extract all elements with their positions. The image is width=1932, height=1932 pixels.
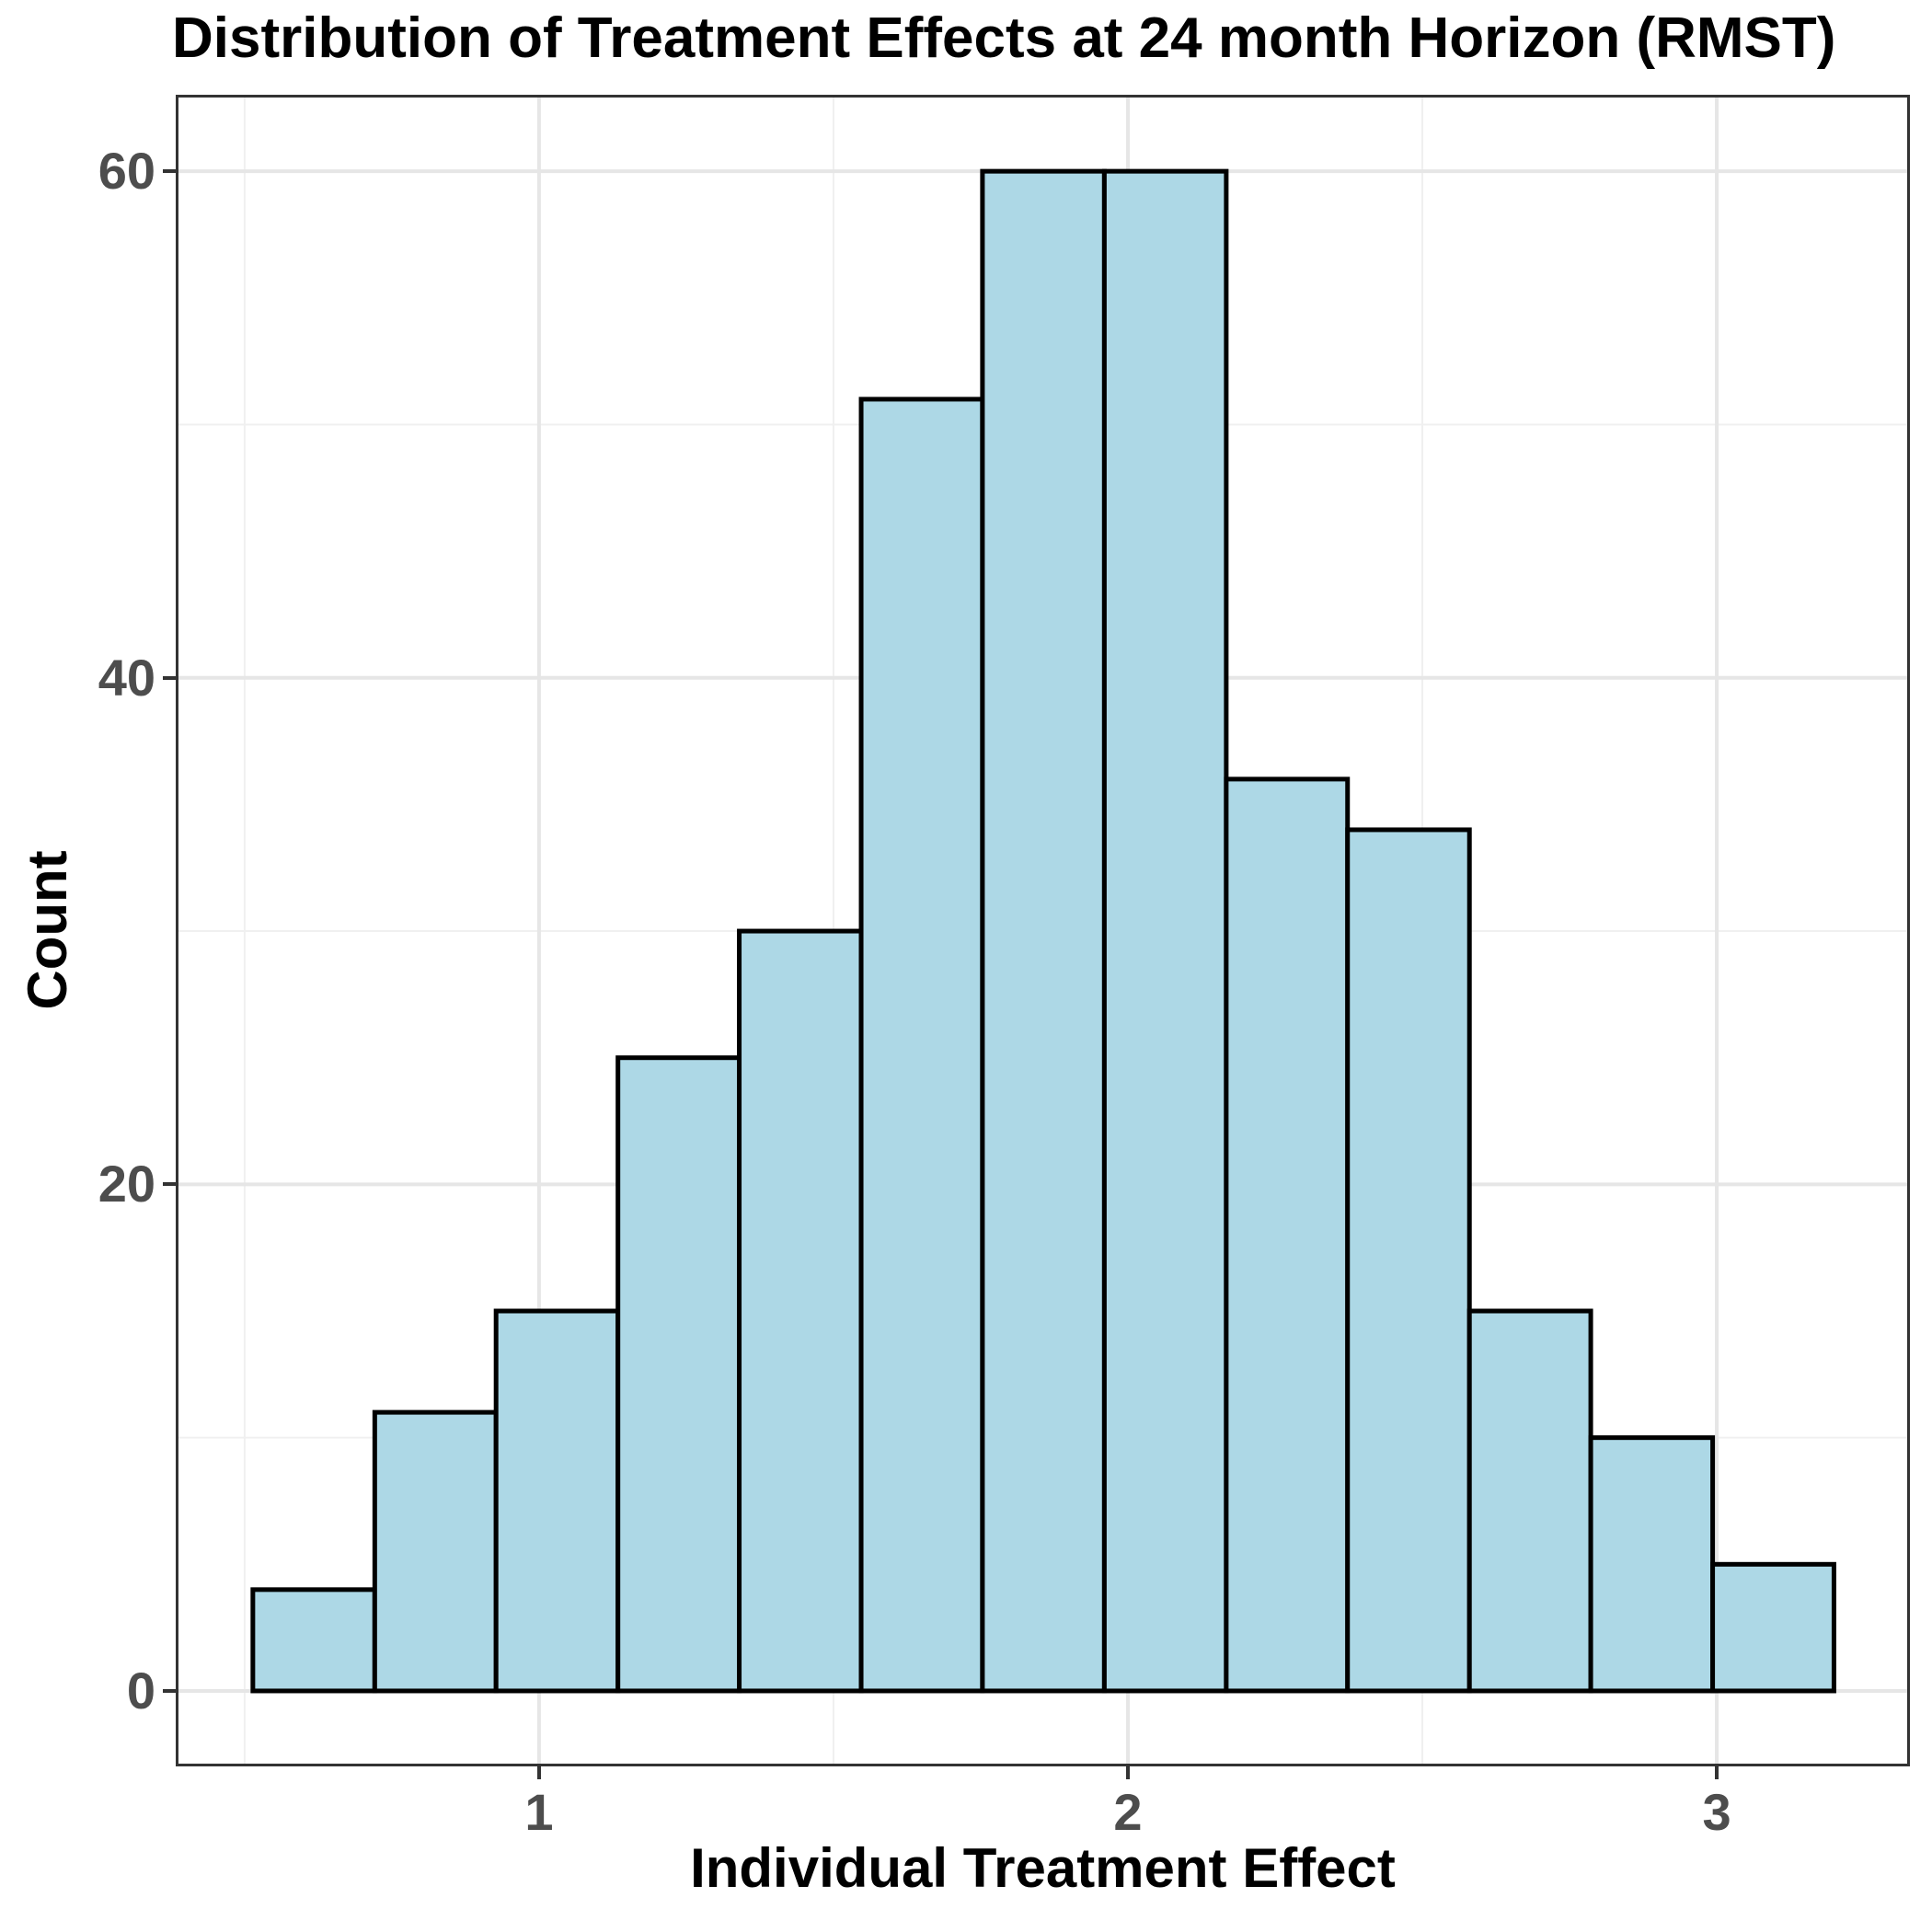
histogram-bar — [1588, 1435, 1716, 1694]
histogram-bar — [1224, 776, 1351, 1694]
y-axis-title: Count — [17, 850, 78, 1010]
histogram-bar — [615, 1055, 742, 1694]
panel-border — [176, 95, 1910, 1766]
x-axis-tick — [536, 1766, 541, 1779]
y-axis-tick — [163, 675, 176, 680]
histogram-bar — [737, 928, 864, 1694]
y-axis-tick — [163, 1688, 176, 1693]
x-tick-label: 2 — [1113, 1783, 1143, 1841]
y-axis-tick — [163, 169, 176, 174]
histogram-bar — [250, 1587, 377, 1694]
plot-svg — [176, 95, 1910, 1766]
y-tick-label: 0 — [126, 1661, 155, 1719]
plot-panel — [176, 95, 1910, 1766]
x-axis-tick — [1125, 1766, 1130, 1779]
histogram-bar — [1466, 1308, 1593, 1694]
histogram-bar — [1345, 827, 1472, 1694]
histogram-bar — [858, 397, 985, 1694]
chart-title: Distribution of Treatment Effects at 24 … — [172, 6, 1836, 70]
histogram-bar — [980, 168, 1107, 1694]
x-tick-label: 3 — [1702, 1783, 1731, 1841]
histogram-bar — [1101, 168, 1229, 1694]
histogram-bar — [493, 1308, 621, 1694]
histogram-bar — [1710, 1561, 1836, 1694]
x-tick-label: 1 — [524, 1783, 554, 1841]
y-tick-label: 40 — [98, 648, 155, 707]
histogram-bar — [372, 1409, 499, 1694]
y-tick-label: 20 — [98, 1155, 155, 1213]
y-axis-tick — [163, 1182, 176, 1187]
y-tick-label: 60 — [98, 142, 155, 201]
x-axis-tick — [1715, 1766, 1719, 1779]
x-axis-title: Individual Treatment Effect — [690, 1837, 1396, 1899]
